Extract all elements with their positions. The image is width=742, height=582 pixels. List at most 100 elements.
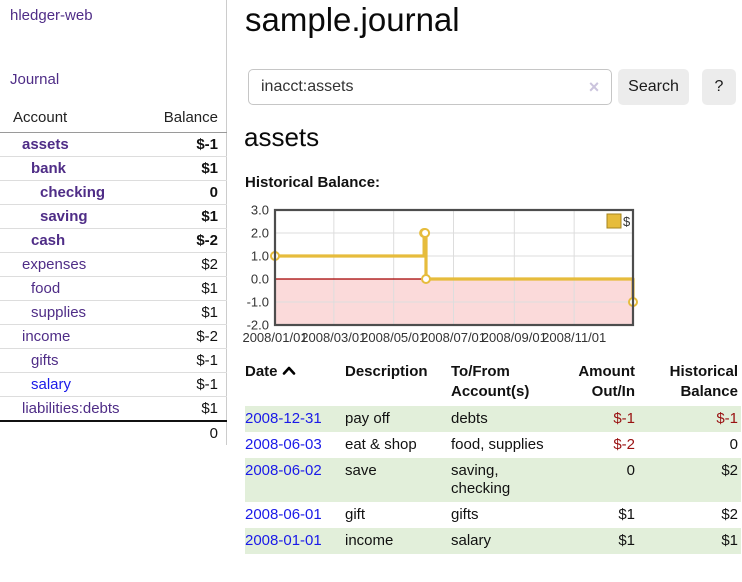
app-title-link[interactable]: hledger-web	[10, 7, 93, 24]
svg-text:2008/11/01: 2008/11/01	[542, 330, 606, 345]
transaction-date-link[interactable]: 2008-06-03	[245, 436, 322, 453]
register-amount: $-2	[613, 436, 635, 453]
accounts-table: Account Balance assets $-1 bank $1 checking 0…	[0, 104, 227, 445]
register-amount: $1	[566, 528, 643, 554]
account-balance: $-1	[148, 132, 227, 157]
sort-ascending-icon	[282, 366, 295, 375]
account-link-expenses[interactable]: expenses	[22, 256, 87, 273]
svg-text:2008/01/01: 2008/01/01	[242, 330, 307, 345]
register-balance: 0	[729, 436, 738, 453]
register-header-accounts: To/From Account(s)	[451, 363, 530, 400]
account-row: food $1	[0, 276, 227, 301]
account-row: gifts $-1	[0, 348, 227, 373]
account-row: income $-2	[0, 324, 227, 349]
account-row: supplies $1	[0, 300, 227, 325]
account-balance: $-2	[148, 324, 227, 349]
account-row: assets $-1	[0, 132, 227, 157]
account-link-gifts[interactable]: gifts	[31, 352, 59, 369]
register-description: income	[345, 528, 451, 554]
svg-text:2008/05/01: 2008/05/01	[361, 330, 426, 345]
register-accounts: debts	[451, 406, 566, 432]
main-content: sample.journal × Search ? assets Histori…	[242, 0, 742, 582]
register-accounts: food, supplies	[451, 436, 544, 453]
svg-text:0.0: 0.0	[251, 272, 269, 287]
register-accounts: salary	[451, 528, 566, 554]
transaction-date-link[interactable]: 2008-12-31	[245, 410, 322, 427]
account-balance: $1	[148, 276, 227, 301]
search-input[interactable]	[248, 69, 612, 105]
transaction-date-link[interactable]: 2008-06-01	[245, 506, 322, 523]
search-form: × Search ?	[243, 69, 742, 105]
register-amount: $-1	[566, 406, 643, 432]
svg-text:3.0: 3.0	[251, 203, 269, 218]
account-balance: $-1	[148, 348, 227, 373]
account-row: liabilities:debts $1	[0, 396, 227, 422]
register-accounts: saving, checking	[451, 458, 566, 502]
account-link-income[interactable]: income	[22, 328, 71, 345]
register-amount: 0	[566, 458, 643, 502]
account-link-salary[interactable]: salary	[31, 376, 72, 393]
register-description: eat & shop	[345, 436, 417, 453]
register-row: 2008-01-01 income salary $1 $1	[245, 528, 741, 554]
svg-text:2008/07/01: 2008/07/01	[421, 330, 486, 345]
register-row: 2008-06-02 save saving, checking 0 $2	[245, 458, 741, 502]
account-link-liabilities:debts[interactable]: liabilities:debts	[22, 400, 120, 417]
sidebar-item-journal[interactable]: Journal	[10, 71, 60, 88]
account-link-cash[interactable]: cash	[31, 232, 66, 249]
register-header-balance: Historical Balance	[669, 363, 738, 400]
svg-text:-1.0: -1.0	[247, 295, 269, 310]
accounts-header-account: Account	[0, 104, 149, 133]
accounts-total-row: 0	[0, 420, 227, 445]
register-amount: $1	[618, 506, 635, 523]
account-link-food[interactable]: food	[31, 280, 61, 297]
accounts-header-balance: Balance	[148, 104, 227, 133]
account-row: checking 0	[0, 180, 227, 205]
register-table: Date Description To/From Account(s) Amou…	[245, 360, 741, 554]
account-link-checking[interactable]: checking	[40, 184, 106, 201]
svg-text:1.0: 1.0	[251, 249, 269, 264]
chart-title: Historical Balance:	[245, 174, 381, 191]
register-header-amount: Amount Out/In	[578, 363, 635, 400]
account-link-bank[interactable]: bank	[31, 160, 67, 177]
account-balance: $1	[148, 396, 227, 422]
svg-text:-2.0: -2.0	[247, 318, 269, 333]
help-button[interactable]: ?	[702, 69, 736, 105]
account-heading: assets	[244, 122, 320, 152]
register-header-date[interactable]: Date	[245, 360, 345, 406]
transaction-date-link[interactable]: 2008-01-01	[245, 532, 322, 549]
account-balance: $1	[148, 204, 227, 229]
register-row: 2008-12-31 pay off debts $-1 $-1	[245, 406, 741, 432]
sidebar: hledger-web Journal Account Balance asse…	[0, 0, 227, 445]
register-header-description: Description	[345, 363, 428, 380]
account-balance: $2	[148, 252, 227, 277]
register-balance: $2	[643, 458, 741, 502]
account-link-saving[interactable]: saving	[40, 208, 88, 225]
register-description: pay off	[345, 406, 451, 432]
account-row: salary $-1	[0, 372, 227, 397]
search-button[interactable]: Search	[618, 69, 689, 105]
clear-search-icon[interactable]: ×	[588, 77, 600, 97]
historical-balance-chart: 3.0 2.0 1.0 0.0 -1.0 -2.02008/01/012008/03/01…	[242, 203, 638, 345]
register-row: 2008-06-01 gift gifts $1 $2	[245, 502, 741, 528]
register-balance: $1	[643, 528, 741, 554]
svg-text:$: $	[623, 214, 631, 229]
account-balance: $-2	[148, 228, 227, 253]
account-balance: 0	[148, 180, 227, 205]
register-row: 2008-06-03 eat & shop food, supplies $-2 0	[245, 432, 741, 458]
svg-text:2008/03/01: 2008/03/01	[301, 330, 366, 345]
svg-text:2.0: 2.0	[251, 226, 269, 241]
register-description: save	[345, 458, 451, 502]
account-balance: $1	[148, 300, 227, 325]
register-description: gift	[345, 506, 366, 523]
register-accounts: gifts	[451, 506, 479, 523]
page-title: sample.journal	[245, 1, 460, 38]
account-balance: $-1	[148, 372, 227, 397]
transaction-date-link[interactable]: 2008-06-02	[245, 462, 322, 479]
account-link-assets[interactable]: assets	[22, 136, 69, 153]
account-row: bank $1	[0, 156, 227, 181]
register-balance: $-1	[643, 406, 741, 432]
account-balance: $1	[148, 156, 227, 181]
account-row: expenses $2	[0, 252, 227, 277]
account-link-supplies[interactable]: supplies	[31, 304, 87, 321]
svg-text:2008/09/01: 2008/09/01	[482, 330, 547, 345]
